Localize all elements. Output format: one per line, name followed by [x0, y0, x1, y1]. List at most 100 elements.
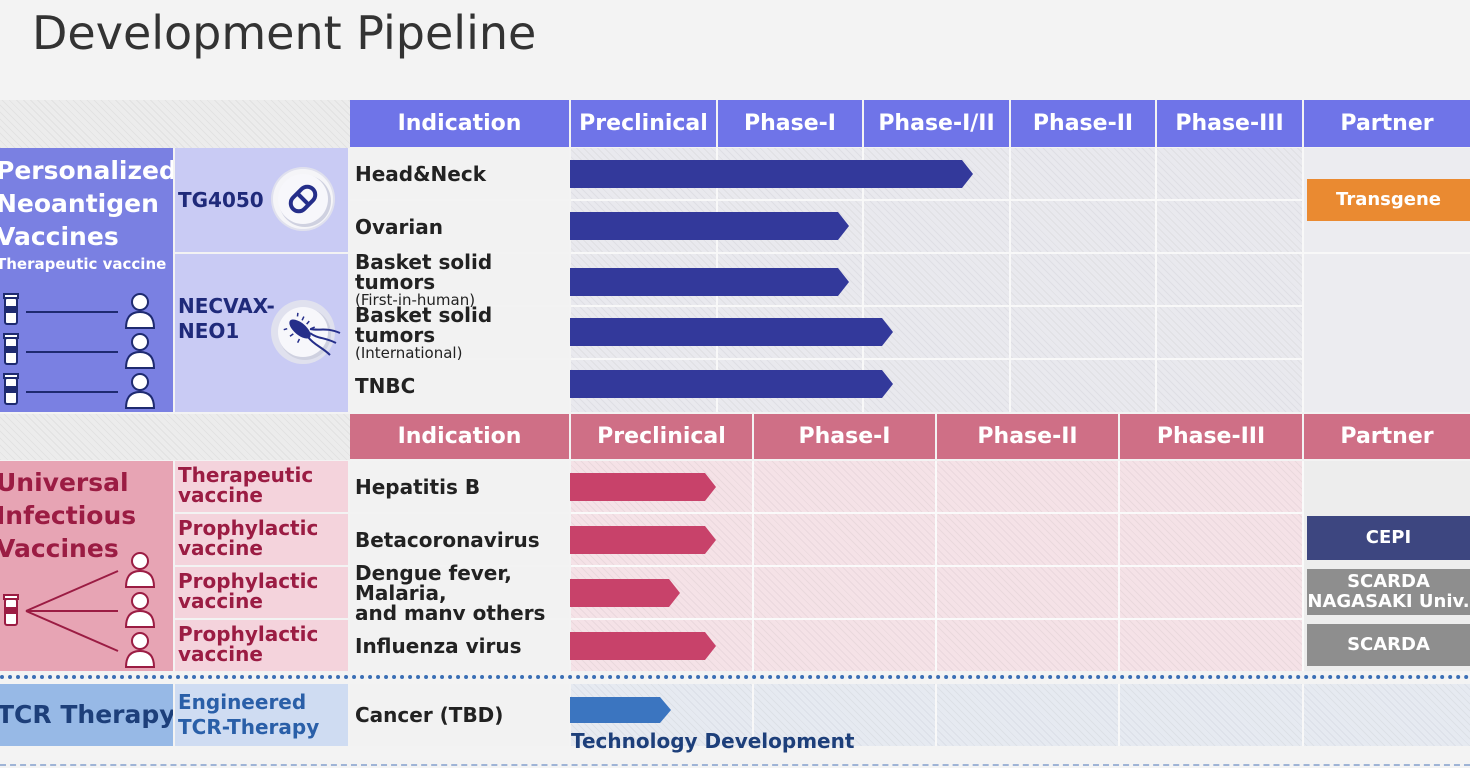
s1-category-cell: Personalized Neoantigen Vaccines Therape… [0, 148, 173, 412]
grid-line [571, 199, 1470, 201]
s3-category: TCR Therapy [0, 700, 173, 729]
indication-label: Dengue fever, Malaria, [355, 560, 512, 605]
section-divider [0, 675, 1470, 679]
s1-product-necvax: NECVAX- NEO1 [175, 254, 348, 412]
s2-category-cell: Universal Infectious Vaccines [0, 461, 173, 671]
s1-row1-indication: Head&Neck [350, 148, 569, 199]
progress-arrow-shape [570, 268, 849, 296]
tcr-stage-label: Technology Development [571, 729, 855, 753]
s2-header-partner: Partner [1304, 414, 1470, 459]
progress-arrow-shape [570, 212, 849, 240]
product-name-line2: NEO1 [178, 319, 240, 343]
s3-product-line1: Engineered [178, 690, 307, 714]
progress-arrow [570, 212, 849, 240]
progress-arrow-shape [570, 318, 893, 346]
indication-sub: (International) [355, 343, 463, 362]
s2-header-phase3: Phase-III [1120, 414, 1302, 459]
indication-label: Betacoronavirus [355, 527, 540, 552]
tcr-progress-arrow [570, 697, 671, 723]
s2-category-line3: Vaccines [0, 534, 119, 563]
progress-arrow-shape [570, 160, 973, 188]
s1-header-phase1: Phase-I [718, 100, 862, 147]
indication-label: Basket solid tumors [355, 249, 493, 294]
s1-category-sub: Therapeutic vaccine [0, 255, 167, 273]
s2-row2-indication: Betacoronavirus [350, 514, 569, 565]
grid-line [1155, 148, 1157, 412]
progress-arrow-shape [570, 526, 716, 554]
type-line1: Therapeutic [178, 463, 314, 487]
partner-line2: NAGASAKI Univ. [1307, 591, 1470, 612]
s1-category-line3: Vaccines [0, 222, 119, 251]
grid-line [571, 512, 1470, 514]
grid-line [1304, 252, 1470, 254]
type-line2: vaccine [178, 536, 263, 560]
s2-category-line1: Universal [0, 468, 129, 497]
capsule-icon [271, 167, 335, 231]
grid-line [1302, 684, 1304, 746]
s2-type-cell-1: Therapeutic vaccine [175, 461, 348, 512]
type-line2: vaccine [178, 642, 263, 666]
s1-header-preclinical: Preclinical [571, 100, 716, 147]
type-line1: Prophylactic [178, 569, 319, 593]
s1-category-line1: Personalized [0, 156, 173, 185]
type-line1: Prophylactic [178, 516, 319, 540]
grid-line [862, 148, 864, 412]
indication-label-2: and many others [355, 600, 546, 625]
page-title: Development Pipeline [32, 6, 537, 60]
progress-arrow [570, 526, 716, 554]
product-name: TG4050 [178, 188, 264, 212]
grid-line [1118, 684, 1120, 746]
s1-row4-indication: Basket solid tumors (International) [350, 305, 569, 362]
s2-type-cell-4: Prophylactic vaccine [175, 620, 348, 671]
grid-line [571, 358, 1470, 360]
grid-line [571, 565, 1470, 567]
s3-product-line2: TCR-Therapy [178, 715, 320, 739]
indication-label: Head&Neck [355, 161, 487, 186]
s1-row2-indication: Ovarian [350, 201, 569, 252]
indication-label: TNBC [355, 374, 416, 398]
section2-header-spacer [0, 414, 350, 460]
section1-header-spacer [0, 100, 350, 148]
s1-header-phase12: Phase-I/II [864, 100, 1009, 147]
s3-category-cell: TCR Therapy [0, 684, 173, 746]
partner-line1: SCARDA [1347, 571, 1430, 592]
grid-line [571, 618, 1470, 620]
s1-row3-indication: Basket solid tumors (First-in-human) [350, 249, 569, 309]
indication-label: Influenza virus [355, 633, 522, 658]
s2-row3-indication: Dengue fever, Malaria, and many others [350, 563, 569, 623]
s1-header-partner: Partner [1304, 100, 1470, 147]
partner-badge-scarda-nagasaki: SCARDA NAGASAKI Univ. [1307, 569, 1470, 615]
partner-badge-transgene: Transgene [1307, 179, 1470, 221]
s1-product-tg4050: TG4050 [175, 148, 348, 252]
progress-arrow [570, 370, 893, 398]
s2-header-phase2: Phase-II [937, 414, 1118, 459]
grid-line [1302, 148, 1304, 412]
progress-arrow [570, 579, 680, 607]
s2-header-indication: Indication [350, 414, 569, 459]
s1-row5-indication: TNBC [350, 360, 569, 412]
progress-arrow-shape [570, 473, 716, 501]
s2-header-preclinical: Preclinical [571, 414, 752, 459]
bottom-divider [0, 764, 1470, 766]
indication-sub: (First-in-human) [355, 290, 476, 309]
partner-badge-scarda: SCARDA [1307, 624, 1470, 666]
vial-to-person-icon [3, 293, 156, 409]
s2-type-cell-2: Prophylactic vaccine [175, 514, 348, 565]
indication-label: Ovarian [355, 214, 443, 239]
vial-to-many-icon [3, 552, 156, 668]
grid-line [1009, 148, 1011, 412]
s1-header-indication: Indication [350, 100, 569, 147]
progress-arrow [570, 268, 849, 296]
progress-arrow-shape [570, 632, 716, 660]
indication-label: Cancer (TBD) [355, 703, 504, 727]
type-line2: vaccine [178, 589, 263, 613]
partner-badge-cepi: CEPI [1307, 516, 1470, 560]
grid-line [571, 305, 1470, 307]
s1-category-line2: Neoantigen [0, 189, 159, 218]
progress-arrow [570, 318, 893, 346]
grid-line [571, 252, 1470, 254]
indication-label: Hepatitis B [355, 474, 481, 499]
grid-line [752, 684, 754, 746]
progress-arrow [570, 160, 973, 188]
